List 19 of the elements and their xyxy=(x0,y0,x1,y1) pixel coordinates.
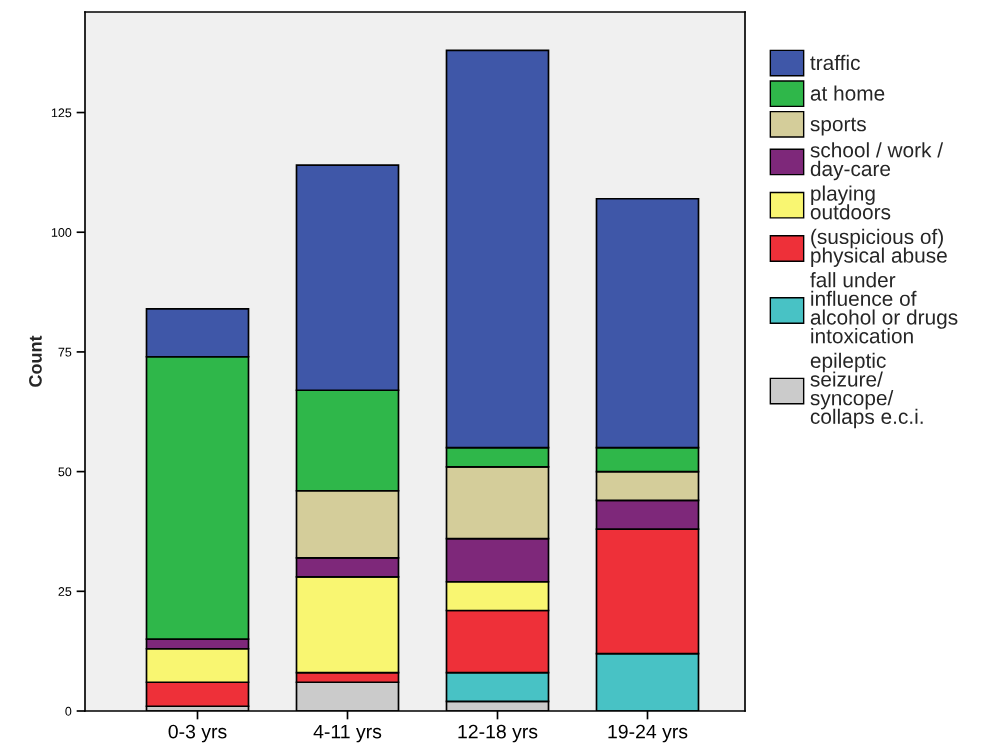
x-tick-label: 4-11 yrs xyxy=(313,724,382,743)
x-tick-label: 0-3 yrs xyxy=(168,724,227,743)
legend-label: school / work / day-care xyxy=(810,142,944,181)
legend-label: fall under influence of alcohol or drugs intoxication xyxy=(810,272,958,344)
y-tick-label: 100 xyxy=(51,228,72,237)
y-tick-label: 25 xyxy=(58,587,72,596)
y-tick-label: 50 xyxy=(58,467,72,477)
legend-label: epileptic seizure/ syncope/ collaps e.c.i. xyxy=(810,352,923,429)
y-tick-label: 75 xyxy=(58,347,72,357)
legend-label: (suspicious of) physical abuse xyxy=(811,228,947,267)
legend-label: playing outdoors xyxy=(810,185,891,220)
legend-label: at home xyxy=(810,85,885,101)
y-tick-label: 125 xyxy=(51,108,72,118)
x-tick-label: 19-24 yrs xyxy=(608,724,688,743)
legend-label: sports xyxy=(810,117,866,136)
legend-label: traffic xyxy=(810,54,860,71)
x-tick-label: 12-18 yrs xyxy=(458,724,538,743)
y-tick-label: 0 xyxy=(65,706,72,716)
y-axis-title: Count xyxy=(29,335,42,387)
